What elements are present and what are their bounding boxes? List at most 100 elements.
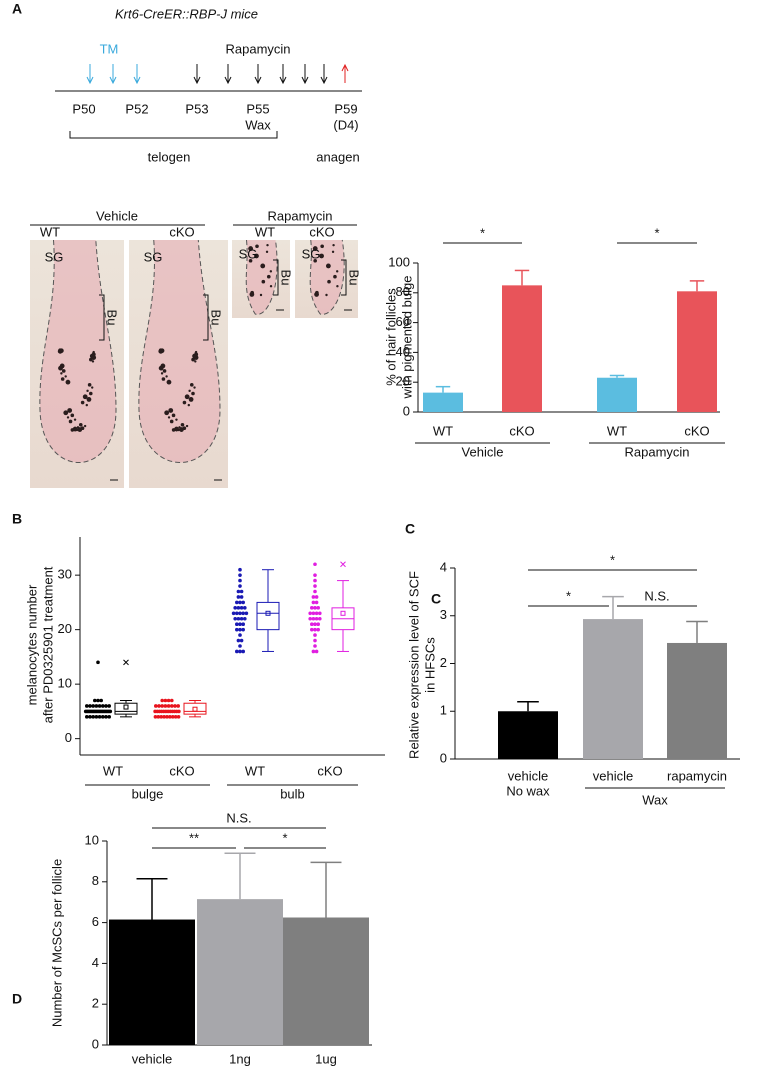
data-point	[176, 715, 181, 719]
data-point	[104, 715, 108, 719]
pigment	[187, 403, 191, 407]
sg-label: SG	[45, 249, 64, 264]
pigment	[312, 246, 318, 251]
data-point	[96, 698, 100, 703]
mean	[265, 610, 271, 616]
data-point	[238, 600, 242, 605]
pigment	[91, 360, 95, 363]
data-point	[176, 704, 180, 708]
data-point	[313, 562, 317, 567]
data-point	[88, 715, 92, 719]
data-point	[163, 704, 168, 708]
data-point	[311, 616, 316, 621]
data-point	[235, 649, 239, 654]
data-point	[93, 698, 97, 703]
data-point	[314, 649, 319, 654]
pigment	[184, 394, 190, 400]
pigment	[58, 365, 63, 371]
arrow-head	[341, 63, 349, 72]
pigment	[73, 418, 77, 421]
x-tick-label: vehicle	[508, 768, 548, 783]
pigment	[80, 426, 85, 431]
pigment	[60, 372, 63, 375]
day-label: P53	[185, 101, 208, 116]
data-point	[233, 606, 237, 610]
data-point	[156, 715, 161, 719]
data-point	[236, 595, 241, 599]
data-point	[311, 611, 316, 616]
data-point	[239, 606, 244, 610]
data-point	[310, 622, 314, 626]
pigment	[91, 386, 94, 389]
pigment	[171, 428, 176, 432]
x-tick-label: 1ng	[229, 1051, 251, 1066]
sg-label: SG	[239, 246, 258, 261]
data-point	[311, 595, 316, 599]
data-point	[239, 616, 244, 621]
bulge-bracket	[99, 294, 105, 341]
y-tick-label: 10	[58, 676, 72, 691]
bulge-bracket	[203, 294, 209, 341]
data-point	[238, 584, 242, 588]
x-tick-label: WT	[433, 423, 453, 438]
y-tick-label: 0	[92, 1036, 99, 1051]
pigment	[254, 253, 259, 259]
y-tick-label: 1	[440, 703, 447, 718]
data-point	[313, 622, 317, 626]
x-tick-label: WT	[607, 423, 627, 438]
arrow-head	[301, 76, 309, 85]
data-point	[235, 622, 239, 626]
arrow-head	[86, 76, 94, 85]
bar	[583, 619, 643, 759]
pigment	[165, 375, 168, 378]
mean	[123, 704, 129, 710]
genotype-label: WT	[255, 224, 275, 239]
data-point	[235, 611, 239, 616]
pigment	[266, 243, 269, 247]
x-tick-label: vehicle	[132, 1051, 172, 1066]
data-point	[165, 715, 169, 719]
data-point	[311, 649, 316, 654]
x-tick-label: cKO	[509, 423, 534, 438]
data-point	[153, 715, 158, 719]
y-axis-label: Relative expression level of SCF	[406, 571, 421, 759]
significance-label: **	[189, 830, 199, 845]
pigment	[313, 258, 317, 263]
bar	[109, 919, 195, 1045]
genotype-label: cKO	[309, 224, 334, 239]
data-point	[241, 649, 245, 654]
mean	[192, 706, 198, 712]
follicle	[39, 239, 117, 463]
bulge-bracket	[273, 259, 279, 296]
data-point	[235, 627, 239, 632]
data-point	[241, 622, 245, 626]
day-label: P55	[246, 101, 269, 116]
day-note: Wax	[245, 117, 271, 132]
data-point	[162, 715, 166, 719]
data-point	[313, 606, 317, 610]
pigment	[325, 263, 331, 269]
x-tick-label: WT	[245, 763, 265, 778]
pigment	[260, 263, 266, 269]
bar	[667, 642, 727, 759]
group-label: Rapamycin	[624, 444, 689, 459]
y-axis-label: after PD0325901 treatment	[40, 566, 55, 723]
data-point	[96, 660, 100, 665]
x-tick-label: 1ug	[315, 1051, 337, 1066]
data-point	[314, 595, 319, 599]
pigment	[171, 413, 176, 418]
data-point	[170, 698, 174, 703]
data-point	[243, 606, 247, 610]
tm-label: TM	[100, 41, 119, 56]
pigment	[194, 350, 198, 354]
significance-label: N.S.	[644, 588, 669, 603]
data-point	[238, 567, 242, 572]
pigment	[85, 403, 88, 407]
pigment	[68, 419, 73, 424]
bar	[597, 377, 637, 412]
data-point	[316, 622, 321, 626]
bar	[197, 899, 283, 1045]
group-label: Wax	[642, 792, 668, 807]
